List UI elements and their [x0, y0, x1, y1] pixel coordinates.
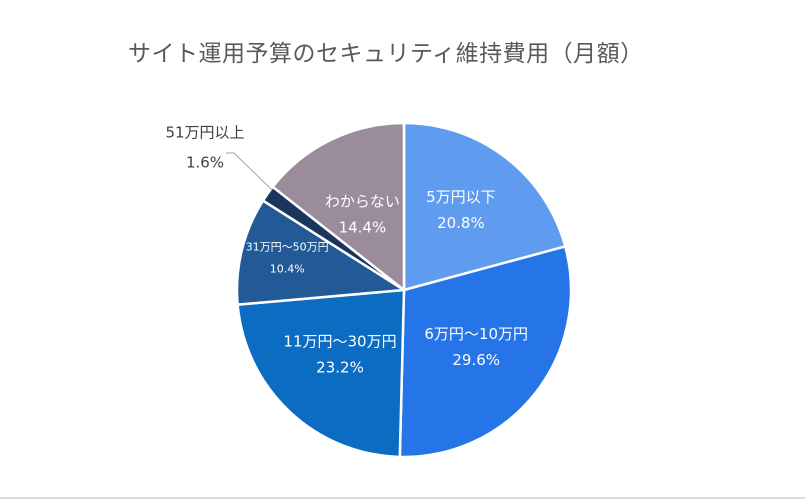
slice-label-3: 11万円～30万円 [283, 332, 396, 350]
pie-slices [235, 121, 573, 459]
pie-slice-1 [402, 121, 567, 292]
pie-slice-4 [235, 199, 406, 306]
slice-percent-5: 1.6% [186, 153, 224, 171]
slice-percent-2: 29.6% [452, 351, 500, 369]
slice-percent-4: 10.4% [270, 262, 305, 275]
slice-percent-6: 14.4% [339, 219, 387, 237]
slice-label-1: 5万円以下 [426, 188, 496, 206]
slice-label-6: わからない [325, 193, 400, 211]
slice-label-2: 6万円～10万円 [424, 325, 528, 343]
pie-slice-2 [398, 245, 573, 459]
slice-percent-1: 20.8% [437, 214, 485, 232]
pie-slice-6 [271, 121, 406, 292]
leader-line-5 [226, 152, 273, 191]
bottom-divider [0, 497, 805, 499]
slice-label-5: 51万円以上 [165, 123, 244, 141]
leader-lines [226, 152, 273, 191]
chart-title: サイト運用予算のセキュリティ維持費用（月額） [128, 41, 644, 67]
slice-percent-3: 23.2% [316, 358, 364, 376]
slice-label-4: 31万円～50万円 [246, 240, 329, 253]
pie-slice-3 [236, 288, 406, 459]
data-labels: 5万円以下 20.8% 6万円～10万円 29.6% 11万円～30万円 23.2% 31万… [165, 123, 528, 376]
